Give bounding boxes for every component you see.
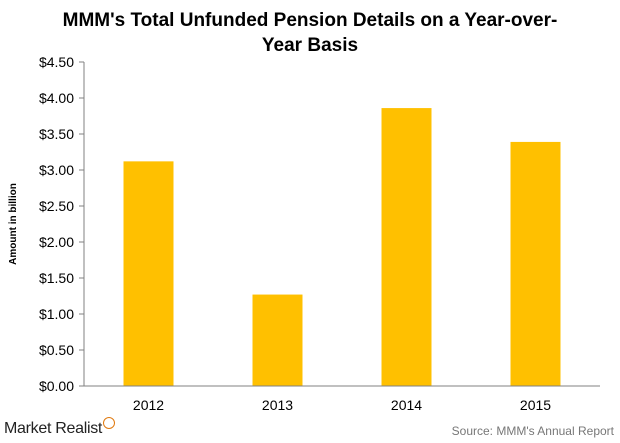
bar-2013: [252, 294, 303, 386]
y-tick-label: $1.50: [39, 270, 74, 286]
y-axis-label-group: Amount in billion: [8, 183, 19, 265]
x-tick-label: 2012: [133, 397, 164, 413]
y-tick-label: $3.50: [39, 126, 74, 142]
bar-2014: [381, 108, 432, 386]
magnifier-icon: [103, 417, 116, 429]
chart-title-line-1: MMM's Total Unfunded Pension Details on …: [62, 10, 558, 31]
x-tick-label: 2013: [262, 397, 293, 413]
x-tick-label: 2014: [391, 397, 422, 413]
brand-name: Market Realist: [4, 420, 103, 437]
chart-title-line-2: Year Basis: [261, 35, 359, 56]
brand-logo: Market Realist: [4, 417, 116, 438]
y-tick-label: $1.00: [39, 306, 74, 322]
x-tick-label: 2015: [520, 397, 551, 413]
y-axis-ticks: $0.00 $0.50 $1.00 $1.50 $2.00 $2.50 $3.00 $3.50…: [39, 54, 84, 394]
y-tick-label: $2.00: [39, 234, 74, 250]
y-tick-label: $4.00: [39, 90, 74, 106]
y-tick-label: $4.50: [39, 54, 74, 70]
y-axis-label: Amount in billion: [8, 183, 19, 265]
bar-2012: [123, 161, 174, 386]
chart-title: MMM's Total Unfunded Pension Details on …: [0, 8, 620, 58]
x-axis-ticks: 2012 2013 2014 2015: [133, 397, 551, 413]
bar-2015: [510, 141, 561, 386]
source-note: Source: MMM's Annual Report: [451, 424, 614, 438]
y-tick-label: $2.50: [39, 198, 74, 214]
y-tick-label: $3.00: [39, 162, 74, 178]
bars: [123, 108, 561, 386]
y-tick-label: $0.00: [39, 378, 74, 394]
axes: [83, 62, 600, 387]
y-tick-label: $0.50: [39, 342, 74, 358]
